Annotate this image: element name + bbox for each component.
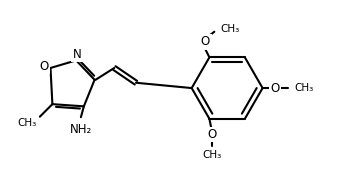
Text: N: N: [73, 48, 82, 61]
Text: O: O: [208, 128, 217, 141]
Text: CH₃: CH₃: [294, 83, 313, 93]
Text: NH₂: NH₂: [70, 123, 92, 136]
Text: O: O: [271, 82, 280, 95]
Text: CH₃: CH₃: [220, 24, 239, 34]
Text: O: O: [39, 60, 48, 73]
Text: O: O: [201, 35, 210, 48]
Text: CH₃: CH₃: [203, 150, 222, 160]
Text: CH₃: CH₃: [18, 118, 37, 128]
